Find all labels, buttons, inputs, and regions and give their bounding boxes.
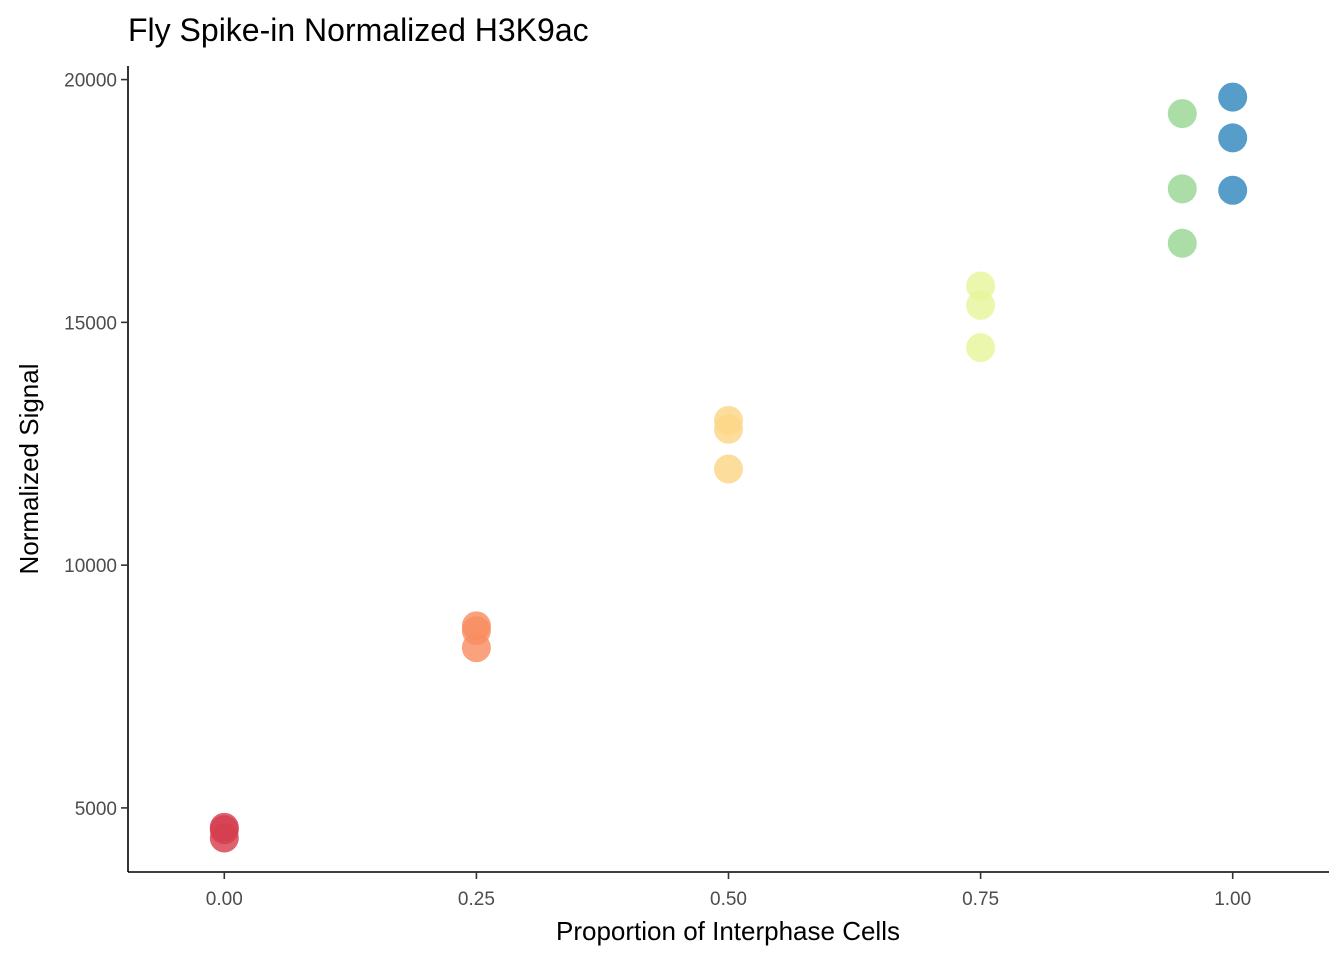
x-tick-label: 0.25 [458,889,495,910]
data-point [966,290,996,320]
data-point [461,633,491,663]
x-tick-label: 1.00 [1214,889,1251,910]
data-point [209,823,239,853]
y-axis-title: Normalized Signal [14,364,44,575]
x-tick-label: 0.50 [710,889,747,910]
data-point [1218,175,1248,205]
points-layer [209,82,1248,853]
data-point [1167,174,1197,204]
ticks-layer: 0.00 0.25 0.50 0.75 1.00 5000 10000 15000 20000 [64,71,1251,910]
y-tick-label: 5000 [75,799,117,820]
x-axis-title: Proportion of Interphase Cells [556,916,900,946]
x-tick-label: 0.00 [206,889,243,910]
data-point [1167,228,1197,258]
data-point [714,414,743,444]
data-point [966,333,996,363]
chart-title: Fly Spike-in Normalized H3K9ac [128,12,589,48]
data-point [1167,99,1197,129]
y-tick-label: 10000 [64,556,117,577]
data-point [714,454,743,484]
data-point [1218,82,1248,112]
y-tick-label: 20000 [64,71,117,92]
x-tick-label: 0.75 [962,889,999,910]
y-tick-label: 15000 [64,313,117,334]
data-point [1218,123,1248,153]
